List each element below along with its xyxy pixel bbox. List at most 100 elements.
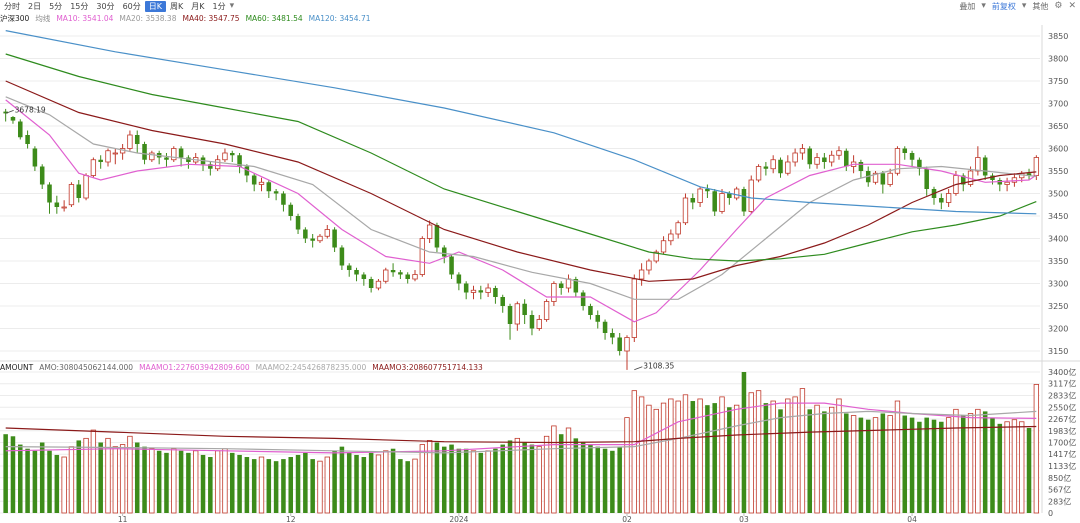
candle-body-down [463,283,469,293]
candle-body-up [719,193,725,212]
candle-body-down [186,157,191,162]
volume-bar-down [273,461,279,513]
candle-body-up [68,184,75,206]
volume-bar-down [580,442,586,513]
candle-body-up [733,188,740,199]
candle-body-up [105,150,111,163]
volume-bar-down [917,421,922,513]
volume-bar-up [514,437,521,514]
tab-30min[interactable]: 30分 [96,1,115,11]
candle-body-down [354,270,359,275]
legend-ma40: MA40: 3547.75 [182,14,240,23]
volume-bar-up [68,446,75,514]
volume-bar-down [463,448,469,513]
amount-label: AMOUNT [0,363,34,372]
tab-15min[interactable]: 15分 [70,1,89,11]
volume-bar-down [76,440,82,513]
candle-body-down [25,135,30,144]
volume-bar-up [631,390,637,514]
candle-body-down [266,182,272,192]
volume-tick-label: 1700亿 [1048,438,1076,448]
tab-fenshi[interactable]: 分时 [4,1,20,11]
tab-2day[interactable]: 2日 [28,1,42,11]
volume-bar-up [653,408,659,514]
main-legend: 沪深300 均线 MA10: 3541.04 MA20: 3538.38 MA4… [0,13,376,24]
candle-body-down [32,148,38,167]
candle-body-up [697,188,703,203]
candle-body-up [485,287,491,293]
volume-bar-down [763,403,769,513]
annotation-leader [5,109,14,114]
volume-tick-label: 1983亿 [1048,426,1076,436]
price-tick-label: 3500 [1048,190,1068,199]
volume-bar-up [112,446,118,514]
tab-5min[interactable]: 5分 [49,1,63,11]
price-tick-label: 3800 [1048,55,1068,64]
volume-tick-label: 0 [1048,509,1053,518]
volume-bar-up [105,437,111,514]
tab-daily-k[interactable]: 日K [144,0,166,12]
volume-bar-up [324,456,330,514]
candle-body-up [814,157,820,165]
volume-bar-down [573,438,579,513]
overlay-button[interactable]: 叠加 [959,1,976,11]
other-button[interactable]: 其他 [1032,1,1049,11]
chevron-down-icon[interactable]: ▾ [1021,1,1027,11]
time-tick-label: 12 [286,515,296,523]
ma20-line [5,96,1037,300]
candle-body-up [83,175,89,199]
candle-body-down [76,184,82,198]
candle-body-down [705,189,710,192]
ma-style-label[interactable]: 均线 [35,14,51,23]
volume-bar-down [208,457,213,513]
candle-body-down [142,144,147,160]
settings-icon[interactable]: ⚙ [1054,1,1063,11]
ma60-line [5,53,1037,262]
volume-bar-up [222,448,228,514]
time-tick-label: 03 [739,515,749,523]
candle-body-down [558,283,564,288]
volume-bar-up [536,446,542,514]
candle-body-up [624,337,630,352]
price-annotations: 3678.19 3108.35 [5,105,675,371]
volume-bar-down [346,452,352,513]
tab-monthly-k[interactable]: 月K [191,1,205,11]
candle-body-up [660,240,667,253]
candle-body-up [383,269,389,282]
candle-body-down [229,153,235,156]
volume-bar-up [829,406,835,514]
candle-body-up [412,274,418,280]
volume-bar-up [755,390,762,514]
candle-body-down [273,191,279,194]
candle-body-up [785,161,791,174]
volume-bar-down [25,448,30,513]
candle-body-up [565,278,572,289]
tab-weekly-k[interactable]: 周K [170,1,184,11]
volume-tick-label: 2833亿 [1048,391,1076,401]
chevron-down-icon[interactable]: ▾ [229,1,235,11]
volume-bar-down [522,442,527,513]
ma120-line [5,30,1037,215]
volume-bar-down [478,452,484,513]
adjust-button[interactable]: 前复权 [991,1,1016,11]
candle-body-up [755,166,762,181]
close-icon[interactable]: ✕ [1068,1,1076,11]
candle-body-up [551,283,557,302]
volume-bar-down [529,444,535,513]
time-tick-label: 2024 [449,515,468,523]
candle-body-up [631,278,637,338]
volume-bar-up [551,425,557,514]
tab-1min[interactable]: 1分 [212,1,226,11]
candle-body-down [880,173,886,185]
volume-tick-label: 2550亿 [1048,402,1076,412]
legend-maamo2: MAAMO2:245426878235.000 [255,363,367,372]
chevron-down-icon[interactable]: ▾ [981,1,986,11]
candle-body-down [39,166,45,185]
tab-60min[interactable]: 60分 [122,1,141,11]
volume-bar-down [434,442,440,513]
ma40-line [5,80,1037,282]
volume-bar-down [390,448,396,513]
annotation-leader [634,366,643,371]
